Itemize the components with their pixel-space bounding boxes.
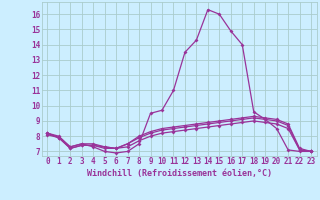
X-axis label: Windchill (Refroidissement éolien,°C): Windchill (Refroidissement éolien,°C) <box>87 169 272 178</box>
